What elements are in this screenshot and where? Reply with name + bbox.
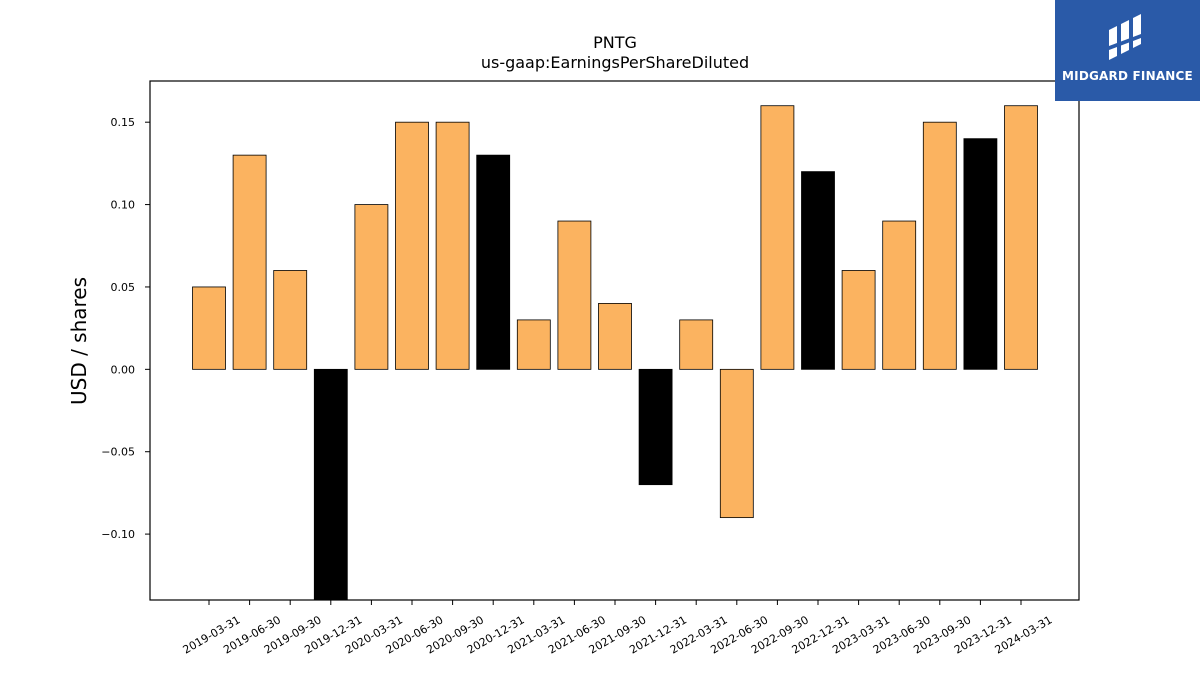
bar-2023-03-31 [841,270,876,370]
bar-2021-12-31 [638,368,673,486]
bar-2019-06-30 [232,154,267,370]
brand-logo: MIDGARD FINANCE [1055,0,1200,101]
bar-2021-06-30 [557,220,592,370]
chart-subtitle: us-gaap:EarningsPerShareDiluted [481,53,749,72]
bar-2020-03-31 [354,204,389,370]
y-tick-label: 0.10 [111,199,136,212]
x-ticks-group: 2019-03-312019-06-302019-09-302019-12-31… [181,600,1055,657]
plot-frame [149,80,1080,601]
bar-2023-12-31 [963,138,998,370]
bar-2019-03-31 [192,286,226,370]
bar-2023-06-30 [882,220,917,370]
bar-2020-12-31 [476,154,511,370]
bar-2019-12-31 [313,368,348,601]
bar-2022-12-31 [801,171,835,370]
bars-group [192,105,1038,601]
brand-name: MIDGARD FINANCE [1062,69,1193,83]
bar-2020-06-30 [395,121,429,370]
bar-2019-09-30 [273,270,308,370]
bar-2021-03-31 [516,319,551,370]
bar-2022-03-31 [679,319,714,370]
y-axis-label: USD / shares [67,277,91,405]
y-tick-label: −0.10 [101,528,135,541]
y-tick-label: 0.00 [111,363,136,376]
y-tick-label: −0.05 [101,446,135,459]
y-tick-label: 0.15 [111,116,136,129]
bar-2022-09-30 [760,105,795,370]
bar-2022-06-30 [719,368,754,519]
chart-title: PNTG [593,33,637,52]
y-tick-label: 0.05 [111,281,136,294]
midgard-logo-icon [1109,14,1141,60]
bar-2020-09-30 [435,121,470,370]
bar-2021-09-30 [598,303,632,370]
bar-2024-03-31 [1004,105,1038,370]
bar-2023-09-30 [922,121,957,370]
y-ticks-group: 0.15 0.10 0.05 0.00 −0.05 −0.10 [101,116,150,541]
